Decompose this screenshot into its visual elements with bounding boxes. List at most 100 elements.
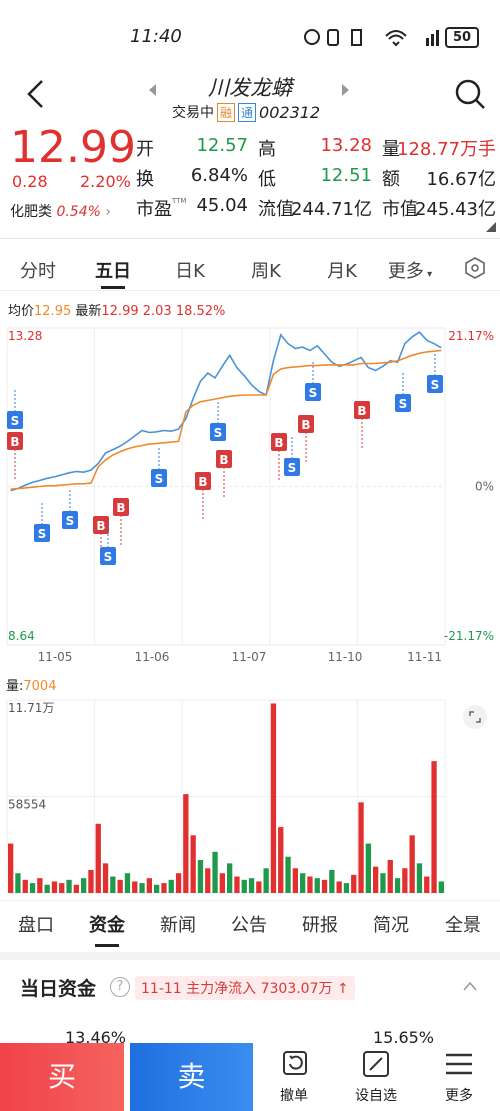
trade-marker-label: S [214,426,223,440]
trade-marker-label: S [104,550,113,564]
stat-label: 流值 [258,199,294,220]
volume-bar [59,883,65,893]
y2-tick-label: 21.17% [448,329,494,343]
volume-bar [256,881,262,893]
stat-value: 13.28 [320,135,372,156]
volume-bar [197,860,204,893]
sector[interactable]: 化肥类 0.54% › [10,204,111,220]
back-button[interactable] [24,78,48,110]
fund-tab[interactable]: 公告 [231,915,267,936]
badge: 通 [238,102,257,122]
action-button[interactable]: 更多 [445,1088,473,1104]
y2-tick-label: -21.17% [444,629,494,643]
fund-tab[interactable]: 全景 [445,915,481,936]
battery: 50 [445,27,479,48]
fund-tab[interactable]: 盘口 [18,915,54,936]
x-tick-label: 11-10 [328,650,363,664]
x-tick-label: 11-07 [232,650,267,664]
volume-bar [22,879,28,893]
sell-button[interactable]: 卖 [130,1043,253,1111]
trade-marker-label: S [11,414,20,428]
volume-bar [124,873,131,893]
volume-bar [394,878,401,893]
avg-line [10,349,442,490]
tab[interactable]: 月K [327,261,357,282]
tab[interactable]: 分时 [20,261,56,282]
volume-bar [95,823,101,893]
stat-value: 16.67亿 [426,169,496,190]
change-pct: 2.20% [80,172,131,191]
flow-date: 11-11 [141,981,182,997]
volume-bar [212,851,218,893]
fund-tab[interactable]: 研报 [302,915,338,936]
trade-marker-label: B [219,453,228,467]
trade-marker-label: S [399,397,408,411]
volume-bar [431,761,437,893]
volume-bar [110,876,116,893]
volume-bar [387,860,393,893]
time: 11:40 [130,26,182,47]
price-line [10,331,442,492]
volume-bar [88,869,94,893]
search-button[interactable] [454,78,486,110]
x-tick-label: 11-11 [407,650,442,664]
change: 0.28 [12,172,48,191]
stat-value: 245.43亿 [415,199,496,220]
volume-bar [161,883,167,893]
price-chart: 11-05 11-06 11-07 11-10 11-11 8.64 13.28 -21.17… [6,327,494,894]
collapse-icon[interactable] [462,980,478,992]
buy-button[interactable]: 买 [0,1043,124,1111]
switch-arrows[interactable] [146,82,356,98]
tab[interactable]: 周K [251,261,281,282]
trade-marker-label: S [309,386,318,400]
volume-bar [263,868,269,893]
fund-tab[interactable]: 简况 [373,915,409,936]
tab[interactable]: 更多 ▾ [387,261,433,282]
trade-marker [284,458,300,476]
trade-marker [427,375,443,393]
volume-bar [81,878,87,893]
volume-bar [307,876,313,893]
y-tick-label: 11.71万 [8,701,54,715]
settings-hex[interactable] [463,256,487,280]
tab[interactable]: 日K [175,261,205,282]
volume-bar [380,873,386,893]
trade-marker-label: B [116,501,125,515]
stat-label: 量 [382,139,400,160]
volume-bar [73,884,79,893]
volume-bar [66,879,72,893]
divider [0,952,500,960]
volume-legend: 量:7004 [6,675,56,694]
stat-label: 换 [136,169,154,190]
fund-tab[interactable]: 新闻 [160,915,196,936]
volume-bar [278,827,284,893]
trade-marker [62,511,78,529]
tab[interactable]: 五日 [95,261,131,282]
fund-tab[interactable]: 资金 [89,915,125,936]
trade-marker [305,383,321,401]
stat-value: 12.51 [320,165,372,186]
volume-bar [329,869,335,893]
volume-bar [44,884,50,893]
trade-marker [216,450,232,468]
action-button[interactable]: 设自选 [355,1088,397,1104]
price: 12.99 [10,122,136,173]
volume-bar [270,703,277,893]
volume-bar [314,878,320,893]
latest-label: 最新 [75,304,102,319]
volume-bar [183,794,189,893]
action-button[interactable]: 撤单 [280,1088,308,1104]
stat-label: 市值 [382,199,418,220]
expand-button[interactable] [462,704,488,730]
volume-bar [102,863,109,893]
volume-bar [424,876,430,893]
stat-value: 45.04 [196,195,248,216]
volume-bar [241,879,247,893]
volume-bar [416,863,423,893]
trade-marker [210,423,226,441]
funds-title: 当日资金 [20,978,97,1000]
action-icons [283,1051,472,1077]
trade-marker-label: B [198,475,207,489]
help-icon[interactable]: ? [110,977,130,997]
trade-marker-label: B [357,404,366,418]
